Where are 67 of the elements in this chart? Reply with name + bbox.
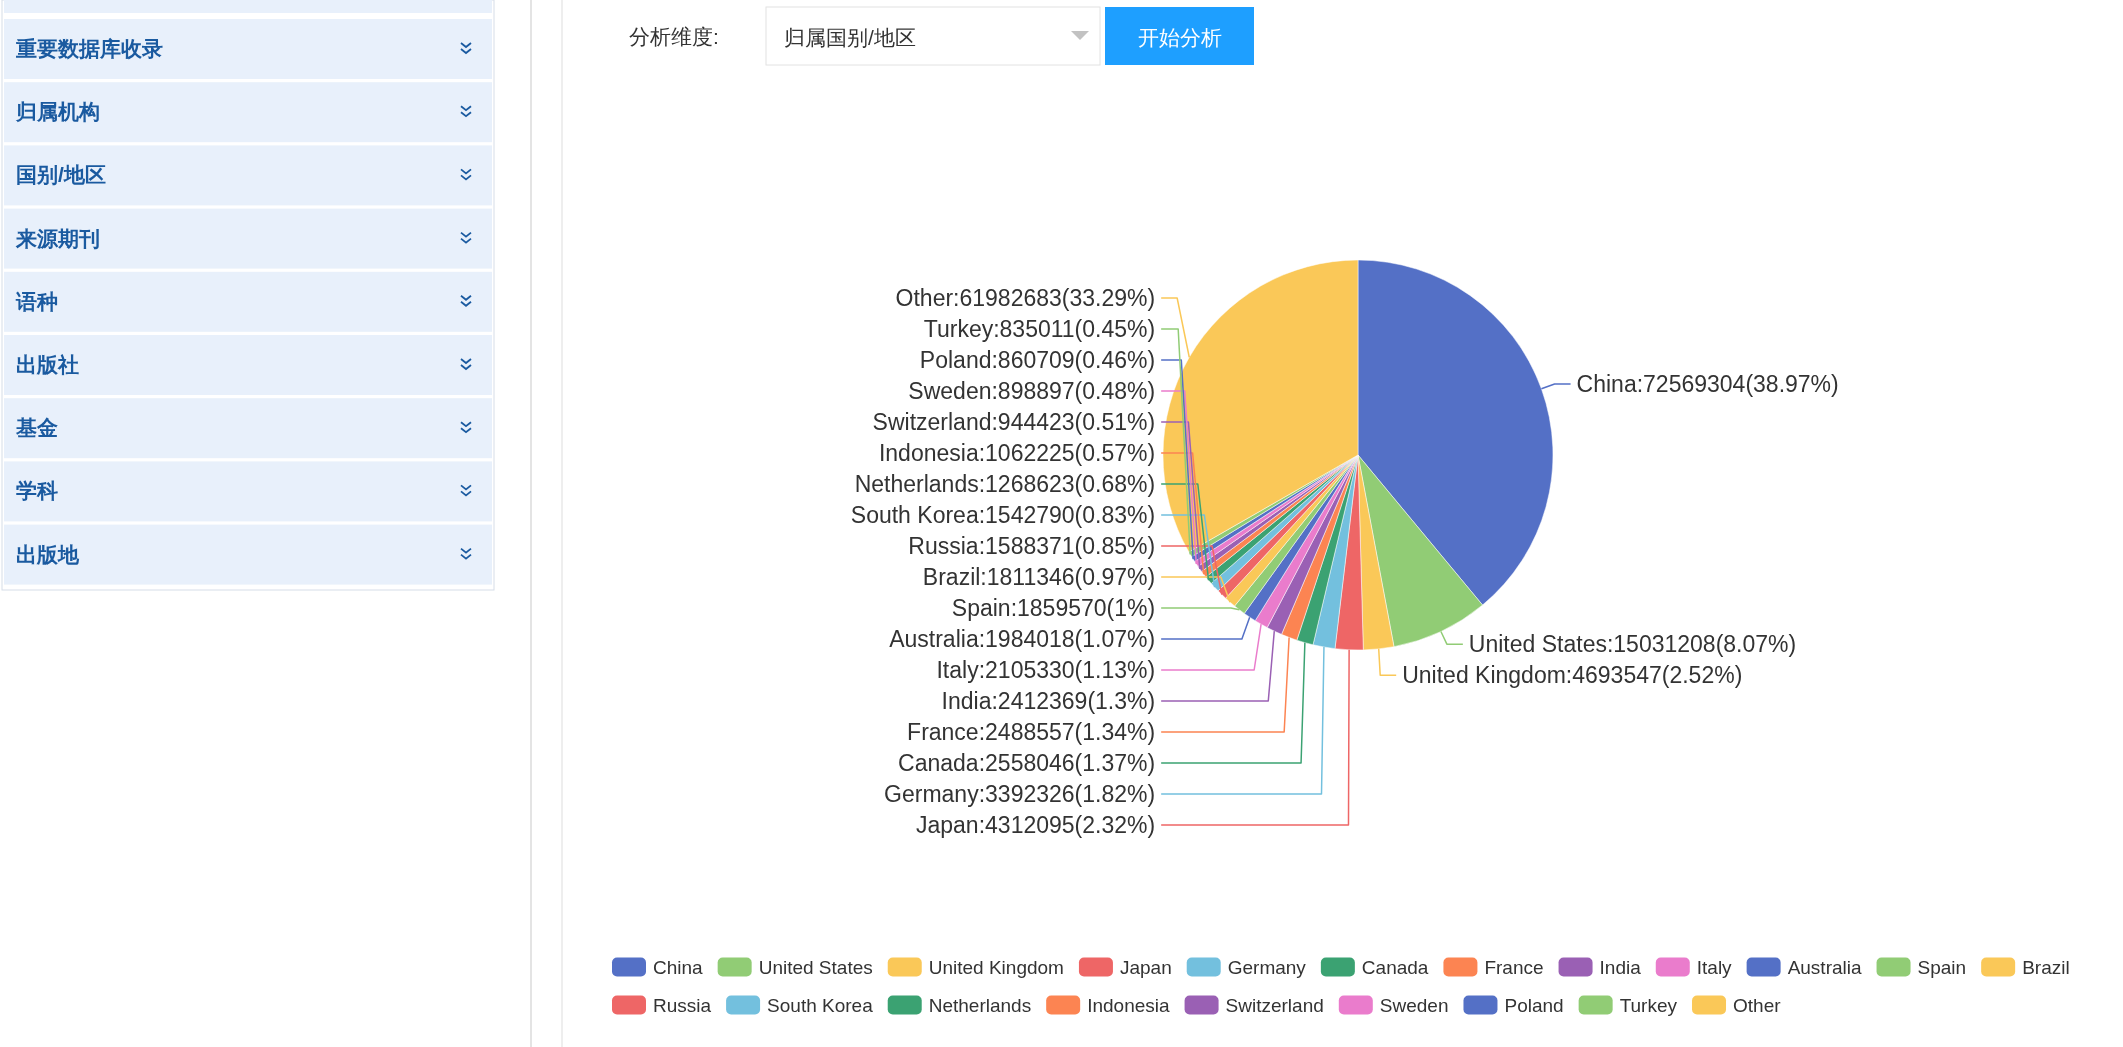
legend-label: France: [1484, 957, 1544, 978]
data-label: Poland:860709(0.46%): [919, 347, 1156, 373]
data-label: Netherlands:1268623(0.68%): [854, 471, 1156, 497]
legend-label: South Korea: [767, 995, 874, 1016]
data-label: Switzerland:944423(0.51%): [872, 409, 1156, 435]
legend-label: Australia: [1787, 957, 1862, 978]
legend-item: Indonesia: [1046, 995, 1170, 1016]
legend-label: Germany: [1227, 957, 1307, 978]
data-label: Germany:3392326(1.82%): [884, 781, 1156, 807]
data-label: India:2412369(1.3%): [941, 688, 1156, 714]
data-label: Brazil:1811346(0.97%): [922, 564, 1156, 590]
legend-item: Italy: [1655, 957, 1732, 978]
data-label: Russia:1588371(0.85%): [908, 533, 1156, 559]
legend-label: United States: [758, 957, 873, 978]
legend-label: China: [653, 957, 704, 978]
legend-label: Turkey: [1619, 995, 1678, 1016]
legend-item: Other: [1692, 995, 1781, 1016]
legend-label: Indonesia: [1087, 995, 1171, 1016]
legend-item: Canada: [1320, 957, 1429, 978]
legend-label: India: [1599, 957, 1642, 978]
legend-item: Japan: [1078, 957, 1172, 978]
sidebar: 重要数据库收录 归属机构 国别/地区 来源期刊 语种 出版社 基金 学科 出版地: [1, 0, 495, 591]
legend-label: Sweden: [1379, 995, 1449, 1016]
legend-item: South Korea: [726, 995, 873, 1016]
data-label: Sweden:898897(0.48%): [908, 378, 1156, 404]
legend-item: China: [612, 957, 703, 978]
legend-label: Netherlands: [928, 995, 1032, 1016]
data-label: China:72569304(38.97%): [1576, 371, 1839, 398]
data-label: Spain:1859570(1%): [951, 595, 1156, 621]
legend-label: Japan: [1119, 957, 1172, 978]
legend-item: Germany: [1186, 957, 1306, 978]
data-label: Indonesia:1062225(0.57%): [878, 440, 1156, 466]
legend-item: France: [1443, 957, 1544, 978]
legend-item: Sweden: [1338, 995, 1449, 1016]
data-label: Japan:4312095(2.32%): [916, 812, 1156, 838]
legend-item: United Kingdom: [887, 957, 1064, 978]
legend-label: Other: [1733, 995, 1782, 1016]
legend-label: Brazil: [2022, 957, 2070, 978]
legend-item: Russia: [612, 995, 712, 1016]
legend-label: Russia: [653, 995, 712, 1016]
legend-item: Spain: [1876, 957, 1967, 978]
legend-label: Italy: [1696, 957, 1733, 978]
legend-item: Switzerland: [1184, 995, 1324, 1016]
data-label: United Kingdom:4693547(2.52%): [1402, 662, 1743, 689]
data-label: South Korea:1542790(0.83%): [850, 502, 1156, 528]
legend-item: India: [1558, 957, 1641, 978]
data-label: Other:61982683(33.29%): [895, 285, 1156, 311]
data-label: United States:15031208(8.07%): [1468, 631, 1797, 658]
data-label: Canada:2558046(1.37%): [898, 750, 1156, 776]
legend-item: Netherlands: [887, 995, 1032, 1016]
legend-label: Canada: [1361, 957, 1429, 978]
data-label: France:2488557(1.34%): [907, 719, 1156, 745]
text: 开始分析: [1137, 26, 1222, 49]
legend-item: Australia: [1746, 957, 1862, 978]
data-label: Italy:2105330(1.13%): [936, 657, 1156, 683]
data-label: Australia:1984018(1.07%): [889, 626, 1156, 652]
data-label: Turkey:835011(0.45%): [923, 316, 1156, 342]
legend-label: Spain: [1917, 957, 1967, 978]
text: 归属国别/地区: [784, 26, 916, 49]
legend-item: Poland: [1463, 995, 1564, 1016]
legend-label: United Kingdom: [928, 957, 1064, 978]
text: 分析维度:: [629, 25, 719, 48]
legend-item: Turkey: [1578, 995, 1677, 1016]
legend-item: United States: [717, 957, 873, 978]
legend-item: Brazil: [1981, 957, 2070, 978]
legend-label: Poland: [1504, 995, 1564, 1016]
legend-label: Switzerland: [1225, 995, 1324, 1016]
